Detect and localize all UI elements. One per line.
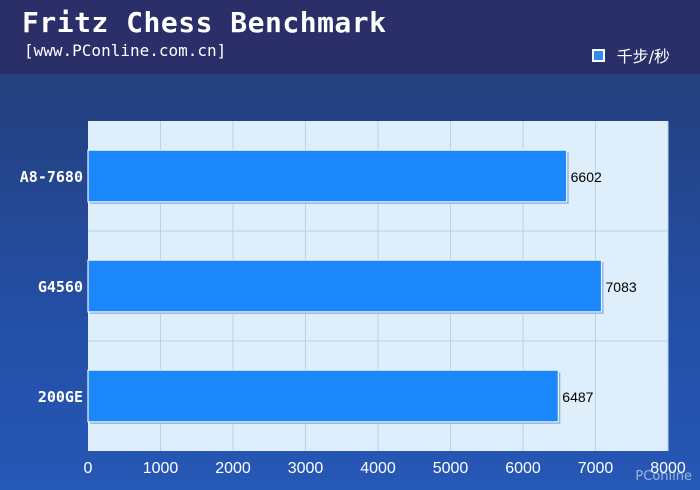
chart-subtitle: [www.PConline.com.cn] [24,41,227,60]
legend: 千步/秒 [591,43,670,67]
data-label: 6602 [571,169,602,185]
chart-title: Fritz Chess Benchmark [22,6,387,39]
legend-label: 千步/秒 [616,47,670,66]
x-tick-label: 5000 [433,460,469,477]
bar [87,369,559,423]
x-tick-label: 7000 [578,460,614,477]
x-tick-label: 6000 [505,460,541,477]
legend-swatch [591,48,605,62]
category-label: G4560 [38,278,83,296]
header-band [0,0,700,74]
x-tick-label: 1000 [143,460,179,477]
x-tick-label: 3000 [288,460,324,477]
watermark: PConline [635,469,692,484]
category-label: A8-7680 [20,168,83,186]
bar [87,149,568,203]
x-tick-label: 4000 [360,460,396,477]
data-label: 7083 [606,279,637,295]
x-tick-label: 8000 [650,460,686,477]
x-tick-label: 0 [84,460,93,477]
x-tick-label: 2000 [215,460,251,477]
data-label: 6487 [562,389,593,405]
bar [87,259,603,313]
category-label: 200GE [38,388,83,406]
